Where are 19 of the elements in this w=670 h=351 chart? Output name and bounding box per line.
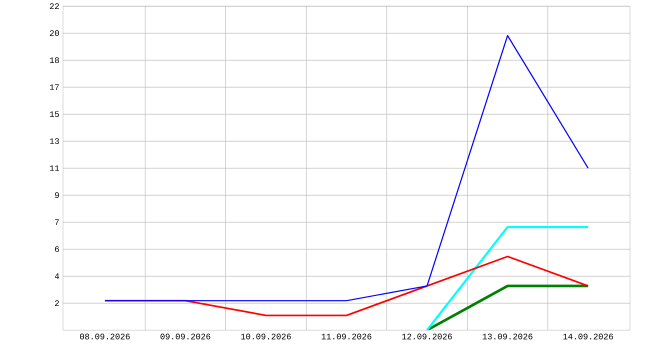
- y-tick-label: 15: [50, 111, 59, 117]
- y-tick-label: 18: [50, 57, 59, 63]
- y-tick-label: 4: [54, 273, 60, 279]
- y-tick-label: 9: [54, 192, 59, 198]
- x-tick-label: 12.09.2026: [402, 334, 452, 340]
- y-tick-label: 2: [55, 300, 59, 306]
- x-tick-label: 14.09.2026: [563, 334, 613, 340]
- x-tick-label: 13.09.2026: [482, 334, 532, 340]
- x-tick-label: 11.09.2026: [322, 334, 372, 340]
- y-tick-label: 11: [50, 165, 60, 171]
- y-tick-label: 17: [50, 84, 59, 90]
- y-tick-label: 20: [50, 30, 59, 36]
- y-tick-label: 6: [55, 246, 59, 252]
- y-tick-label: 22: [50, 3, 59, 9]
- x-tick-label: 10.09.2026: [241, 334, 291, 340]
- y-tick-label: 7: [55, 219, 59, 225]
- x-tick-label: 09.09.2026: [160, 334, 210, 340]
- y-tick-label: 13: [50, 138, 59, 144]
- x-tick-label: 08.09.2026: [80, 334, 130, 340]
